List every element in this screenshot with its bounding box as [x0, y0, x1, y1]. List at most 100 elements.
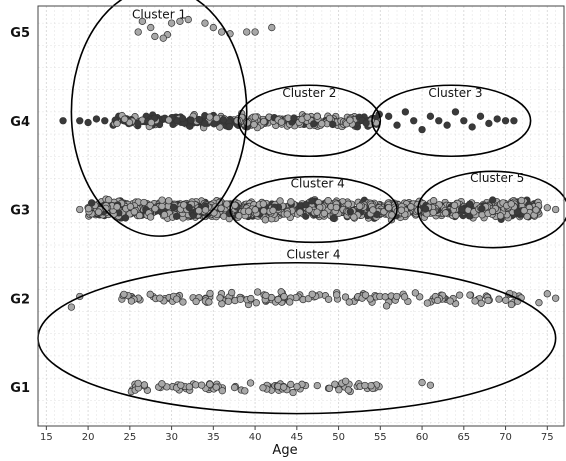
- data-point: [247, 294, 255, 303]
- data-point: [520, 206, 528, 215]
- data-point: [324, 295, 333, 303]
- data-point: [244, 207, 253, 215]
- data-point: [231, 201, 239, 209]
- data-point: [426, 112, 435, 120]
- data-point: [268, 23, 276, 32]
- data-point: [219, 116, 228, 124]
- data-point: [543, 204, 551, 212]
- cluster-ellipse: [70, 0, 248, 237]
- x-tick-label: 50: [332, 432, 345, 443]
- data-point: [260, 207, 268, 215]
- data-point: [393, 121, 401, 129]
- data-point: [223, 200, 231, 208]
- data-point: [423, 299, 432, 307]
- data-point: [206, 113, 214, 121]
- x-tick-label: 35: [207, 432, 220, 443]
- data-point: [373, 210, 381, 219]
- data-point: [251, 28, 259, 36]
- data-point: [485, 119, 493, 128]
- data-point: [140, 381, 149, 389]
- data-point: [251, 113, 259, 121]
- data-point: [233, 117, 241, 125]
- data-point: [252, 299, 260, 307]
- data-point: [493, 115, 501, 123]
- x-tick-label: 65: [457, 432, 470, 443]
- data-point: [224, 297, 233, 306]
- x-axis-label: Age: [272, 443, 297, 458]
- data-point: [269, 206, 277, 215]
- data-point: [216, 294, 224, 302]
- data-point: [466, 200, 474, 208]
- data-point: [120, 290, 128, 298]
- data-point: [385, 203, 393, 212]
- data-point: [151, 205, 159, 213]
- data-point: [176, 17, 184, 26]
- data-point: [201, 19, 209, 27]
- axes: 15 20 25 30 35 40 45 50 55 60 65 70 75 G5 G4 G3 G2 G1: [10, 5, 565, 443]
- data-point: [246, 379, 255, 387]
- y-category-label: G2: [10, 292, 30, 307]
- data-point: [308, 290, 316, 298]
- data-point: [280, 292, 288, 301]
- x-tick-label: 20: [82, 432, 95, 443]
- data-point: [283, 210, 291, 218]
- data-point: [513, 208, 521, 216]
- data-point: [274, 295, 282, 304]
- data-point: [218, 387, 226, 395]
- data-point: [88, 199, 96, 207]
- data-point: [293, 383, 301, 391]
- cluster-label: Cluster 3: [428, 86, 482, 100]
- data-point: [552, 205, 560, 214]
- data-point: [356, 202, 364, 210]
- data-point: [138, 17, 147, 26]
- data-point: [212, 114, 221, 122]
- data-point: [451, 108, 460, 116]
- data-point: [532, 206, 540, 214]
- data-point: [179, 298, 187, 306]
- data-point: [446, 297, 454, 305]
- data-point: [488, 196, 497, 204]
- data-point: [277, 118, 286, 126]
- data-point: [147, 23, 155, 32]
- data-point: [382, 302, 391, 310]
- data-point: [127, 297, 136, 305]
- data-points: [59, 15, 560, 397]
- data-point: [385, 112, 393, 120]
- data-point: [502, 296, 510, 304]
- data-point: [205, 298, 213, 306]
- data-point: [94, 208, 103, 216]
- data-point: [178, 114, 187, 123]
- cluster-ellipse: [417, 170, 566, 249]
- data-point: [187, 116, 195, 124]
- data-point: [341, 293, 350, 301]
- cluster-label: Cluster 2: [282, 86, 336, 100]
- data-point: [478, 211, 486, 219]
- data-point: [450, 201, 459, 209]
- data-point: [335, 386, 343, 394]
- data-point: [397, 206, 406, 214]
- data-point: [184, 15, 192, 24]
- data-point: [156, 294, 164, 302]
- data-point: [484, 296, 492, 305]
- data-point: [458, 205, 466, 213]
- data-point: [477, 299, 485, 307]
- data-point: [113, 119, 121, 128]
- data-point: [201, 206, 210, 214]
- data-point: [410, 117, 418, 125]
- data-point: [517, 196, 526, 205]
- data-point: [369, 206, 377, 214]
- data-point: [173, 295, 181, 303]
- x-tick-label: 30: [165, 432, 178, 443]
- data-point: [140, 198, 148, 207]
- cluster-label: Cluster 1: [132, 8, 186, 22]
- data-point: [276, 197, 284, 205]
- data-point: [471, 297, 479, 305]
- data-point: [218, 28, 226, 36]
- data-point: [172, 212, 181, 220]
- data-point: [197, 381, 206, 389]
- x-tick-label: 45: [290, 432, 303, 443]
- data-point: [121, 214, 130, 222]
- data-point: [126, 203, 135, 211]
- data-point: [261, 216, 269, 224]
- data-point: [253, 288, 262, 296]
